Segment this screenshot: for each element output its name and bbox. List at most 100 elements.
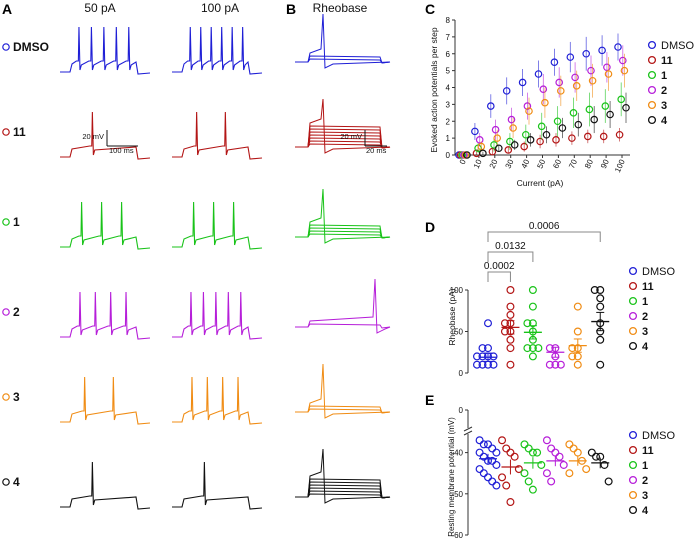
chart-d-point-11 — [506, 360, 515, 369]
chart-c-point-3 — [604, 70, 613, 78]
chart-e-point-1 — [528, 448, 537, 457]
panel-label-a: A — [2, 1, 12, 17]
chart-c-point-2 — [618, 56, 627, 65]
chart-c-point-3 — [525, 107, 533, 115]
chart-e-point-dmso — [475, 448, 484, 457]
chart-c-point-2 — [507, 115, 516, 124]
legend-d-label-2: 2 — [642, 311, 648, 323]
chart-e-ytick-label: -40 — [451, 449, 463, 458]
chart-c-point-dmso — [582, 49, 591, 58]
chart-e-ytick-label: 0 — [459, 406, 464, 415]
legend-c-label-11: 11 — [661, 55, 673, 67]
chart-c-point-4 — [606, 110, 614, 119]
legend-e-marker-1 — [628, 460, 638, 470]
legend-e-label-2: 2 — [642, 475, 648, 487]
chart-c-ytick-label: 2 — [446, 117, 451, 126]
chart-d-point-dmso — [478, 344, 487, 353]
chart-e-point-dmso — [492, 481, 501, 490]
chart-c-point-11 — [599, 132, 608, 141]
chart-d-point-3 — [568, 344, 577, 353]
legend-e-marker-11 — [628, 445, 638, 455]
trace-100pa-11 — [172, 111, 263, 160]
chart-d-point-11 — [506, 286, 515, 295]
chart-c-xtick-label: 90 — [599, 158, 611, 170]
chart-c-point-2 — [603, 63, 611, 72]
row-labels: DMSO 11 1 2 3 4 — [2, 40, 49, 489]
chart-d-point-11 — [500, 327, 509, 336]
row-text-1: 1 — [13, 215, 20, 229]
legend-d-label-11: 11 — [642, 281, 654, 293]
chart-c-xtick-label: 60 — [551, 158, 563, 170]
legend-c-label-3: 3 — [661, 100, 667, 112]
chart-e-axis-break — [463, 430, 473, 436]
chart-e-point-11 — [514, 465, 523, 474]
legend-c-marker-1 — [647, 70, 657, 80]
chart-d-point-4 — [596, 294, 605, 303]
chart-e-point-dmso — [488, 477, 497, 486]
chart-d-point-1 — [528, 352, 537, 361]
legend-e-label-dmso: DMSO — [642, 430, 675, 442]
chart-c-point-1 — [537, 122, 546, 131]
chart-c-point-dmso — [566, 53, 575, 61]
chart-c-point-dmso — [614, 43, 622, 51]
chart-e: Resting membrane potential (mV) 0 -40 -50 -… — [447, 406, 613, 540]
chart-c-point-1 — [553, 117, 562, 126]
chart-d-bracket-1 — [487, 251, 534, 262]
chart-c-point-3 — [541, 98, 549, 107]
chart-d-pvalue-1: 0.0132 — [495, 241, 526, 252]
legend-c-marker-dmso — [647, 40, 657, 50]
row-marker-1 — [2, 218, 10, 226]
chart-c-ytick-label: 5 — [446, 67, 451, 76]
chart-e-point-dmso — [475, 436, 484, 445]
legend-d-marker-dmso — [628, 266, 638, 276]
sweep-4-6 — [295, 448, 391, 504]
scalebar-a-mv: 20 mV — [82, 132, 104, 141]
chart-e-point-3 — [565, 440, 574, 449]
chart-c-ytick-label: 0 — [446, 151, 451, 160]
panel-label-b: B — [286, 1, 296, 17]
row-text-4: 4 — [13, 475, 20, 489]
legend-d-label-4: 4 — [642, 341, 649, 353]
chart-c-marks — [455, 33, 630, 159]
chart-e-marks — [475, 436, 613, 507]
chart-e-point-1 — [520, 469, 529, 478]
panel-label-c: C — [425, 1, 435, 17]
legend-d-marker-3 — [628, 326, 638, 336]
chart-c-point-3 — [556, 87, 565, 95]
chart-c-ytick-label: 6 — [446, 50, 451, 59]
chart-e-point-4 — [592, 452, 601, 461]
chart-c-point-dmso — [471, 127, 479, 136]
trace-100pa-1 — [172, 201, 263, 250]
chart-c-xtick-label: 0 — [458, 158, 468, 166]
chart-e-point-2 — [555, 452, 564, 461]
chart-e-point-2 — [542, 436, 551, 445]
chart-c: Evoked action potentials per step Curren… — [429, 16, 630, 188]
chart-d-point-dmso — [473, 360, 482, 369]
legend-c-marker-2 — [647, 85, 657, 95]
chart-c-point-4 — [526, 136, 535, 144]
chart-c-point-dmso — [486, 102, 495, 110]
chart-c-point-11 — [568, 134, 576, 142]
legend-c-label-2: 2 — [661, 85, 667, 97]
chart-c-xlabel: Current (pA) — [517, 178, 564, 188]
row-marker-dmso — [2, 43, 10, 51]
chart-d-marks — [473, 286, 610, 369]
legend-c-marker-3 — [647, 100, 657, 110]
chart-d-point-3 — [573, 302, 582, 311]
legend-d-label-dmso: DMSO — [642, 266, 675, 278]
chart-e-axes: 0 -40 -50 -60 — [451, 406, 473, 540]
chart-c-point-11 — [488, 147, 497, 156]
chart-c-xtick-label: 100 — [613, 158, 627, 174]
legend-c-marker-4 — [647, 115, 657, 125]
chart-c-xtick-label: 10 — [472, 158, 484, 170]
chart-c-point-4 — [558, 124, 567, 132]
legend-c-label-1: 1 — [661, 70, 667, 82]
chart-c-point-11 — [552, 136, 560, 144]
chart-c-point-4 — [510, 141, 519, 149]
chart-d-point-11 — [506, 310, 515, 319]
row-marker-3 — [2, 393, 10, 401]
